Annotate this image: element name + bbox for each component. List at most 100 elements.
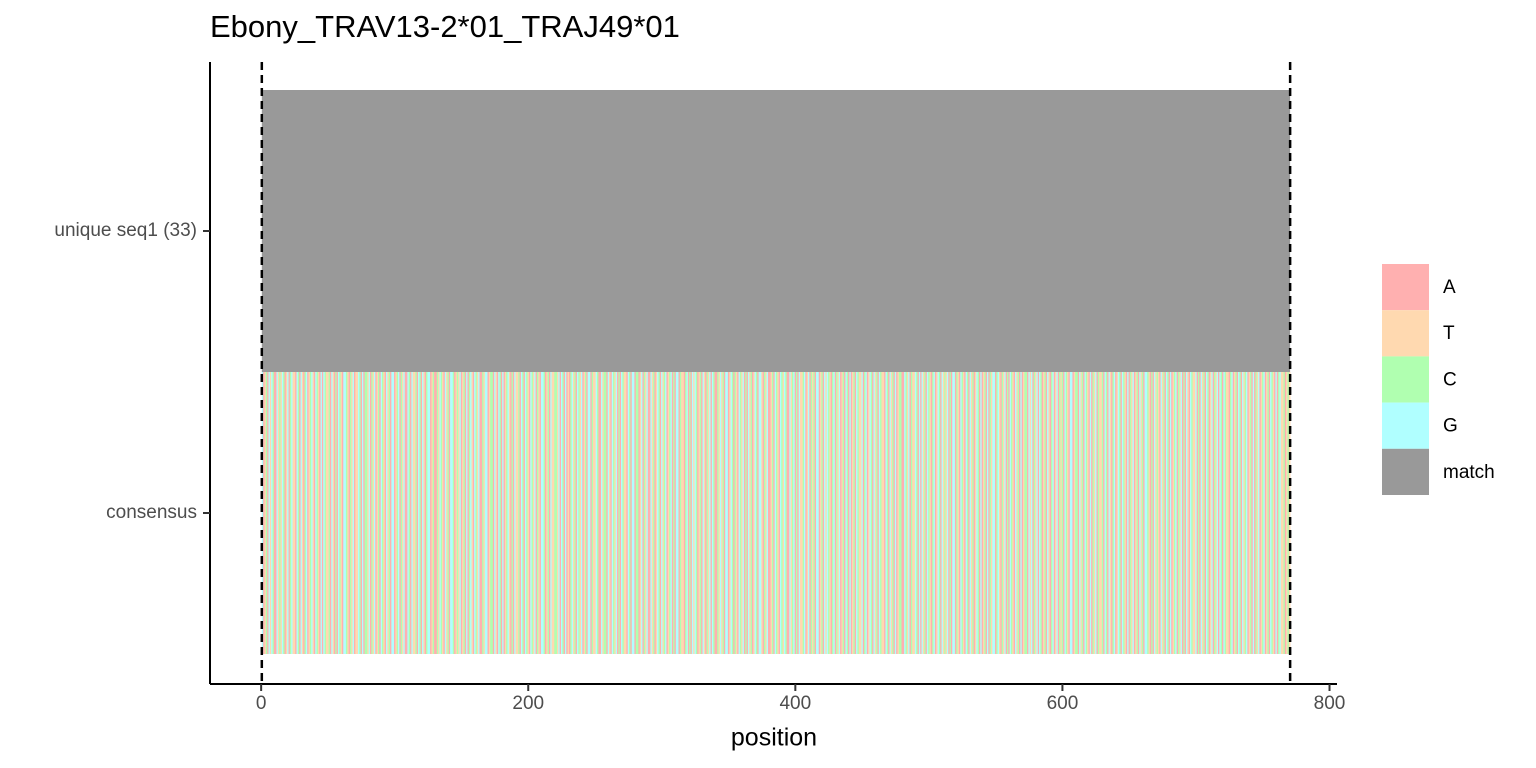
base-tile: [287, 372, 289, 654]
base-tile: [662, 372, 665, 654]
base-tile: [651, 372, 654, 654]
base-tile: [757, 372, 759, 654]
base-tile: [496, 372, 499, 654]
base-tile: [786, 372, 789, 654]
base-tile: [801, 372, 803, 654]
base-tile: [718, 372, 721, 654]
base-tile: [990, 372, 993, 654]
base-tile: [925, 372, 928, 654]
base-tile: [462, 372, 464, 654]
base-tile: [527, 372, 530, 654]
base-tile: [637, 372, 639, 654]
base-tile: [945, 372, 948, 654]
base-tile: [638, 372, 641, 654]
base-tile: [1280, 372, 1283, 654]
base-tile: [1087, 372, 1089, 654]
base-tile: [444, 372, 447, 654]
base-tile: [492, 372, 495, 654]
base-tile: [1260, 372, 1263, 654]
base-tile: [695, 372, 698, 654]
base-tile: [1282, 372, 1284, 654]
base-tile: [607, 372, 610, 654]
base-tile: [556, 372, 559, 654]
base-tile: [675, 372, 678, 654]
base-tile: [1128, 372, 1131, 654]
base-tile: [930, 372, 933, 654]
base-tile: [418, 372, 420, 654]
base-tile: [416, 372, 419, 654]
base-tile: [1226, 372, 1228, 654]
base-tile: [857, 372, 860, 654]
base-tile: [1197, 372, 1200, 654]
base-tile: [745, 372, 747, 654]
base-tile: [933, 372, 936, 654]
base-tile: [597, 372, 599, 654]
base-tile: [343, 372, 345, 654]
base-tile: [589, 372, 591, 654]
base-tile: [671, 372, 674, 654]
base-tile: [426, 372, 428, 654]
base-tile: [420, 372, 423, 654]
base-tile: [345, 372, 348, 654]
base-tile: [858, 372, 861, 654]
base-tile: [448, 372, 451, 654]
base-tile: [754, 372, 757, 654]
base-tile: [428, 372, 431, 654]
base-tile: [355, 372, 357, 654]
base-tile: [1129, 372, 1132, 654]
base-tile: [936, 372, 938, 654]
base-tile: [1056, 372, 1059, 654]
base-tile: [902, 372, 905, 654]
base-tile: [741, 372, 743, 654]
base-tile: [1209, 372, 1212, 654]
base-tile: [599, 372, 602, 654]
base-tile: [1185, 372, 1188, 654]
base-tile: [514, 372, 516, 654]
base-tile: [961, 372, 964, 654]
base-tile: [882, 372, 885, 654]
base-tile: [643, 372, 646, 654]
base-tile: [1163, 372, 1165, 654]
base-tile: [540, 372, 543, 654]
base-tile: [829, 372, 832, 654]
base-tile: [619, 372, 622, 654]
base-tile: [802, 372, 805, 654]
base-tile: [406, 372, 408, 654]
base-tile: [471, 372, 474, 654]
base-tile: [276, 372, 279, 654]
base-tile: [522, 372, 524, 654]
base-tile: [833, 372, 836, 654]
base-tile: [1001, 372, 1004, 654]
base-tile: [331, 372, 333, 654]
base-tile: [890, 372, 893, 654]
base-tile: [639, 372, 642, 654]
base-tile: [787, 372, 790, 654]
base-tile: [653, 372, 655, 654]
base-tile: [634, 372, 637, 654]
base-tile: [622, 372, 625, 654]
base-tile: [948, 372, 950, 654]
base-tile: [761, 372, 763, 654]
base-tile: [848, 372, 850, 654]
base-tile: [877, 372, 880, 654]
base-tile: [832, 372, 834, 654]
base-tile: [800, 372, 802, 654]
base-tile: [1188, 372, 1191, 654]
base-tile: [380, 372, 383, 654]
base-tile: [965, 372, 968, 654]
base-tile: [543, 372, 546, 654]
base-tile: [629, 372, 631, 654]
base-tile: [412, 372, 415, 654]
base-tile: [753, 372, 755, 654]
base-tile: [714, 372, 717, 654]
base-tile: [1068, 372, 1071, 654]
base-tile: [321, 372, 324, 654]
base-tile: [917, 372, 920, 654]
base-tile: [1157, 372, 1160, 654]
base-tile: [602, 372, 604, 654]
base-tile: [934, 372, 937, 654]
base-tile: [1005, 372, 1008, 654]
base-tile: [1187, 372, 1189, 654]
base-tile: [1181, 372, 1184, 654]
base-tile: [1052, 372, 1055, 654]
